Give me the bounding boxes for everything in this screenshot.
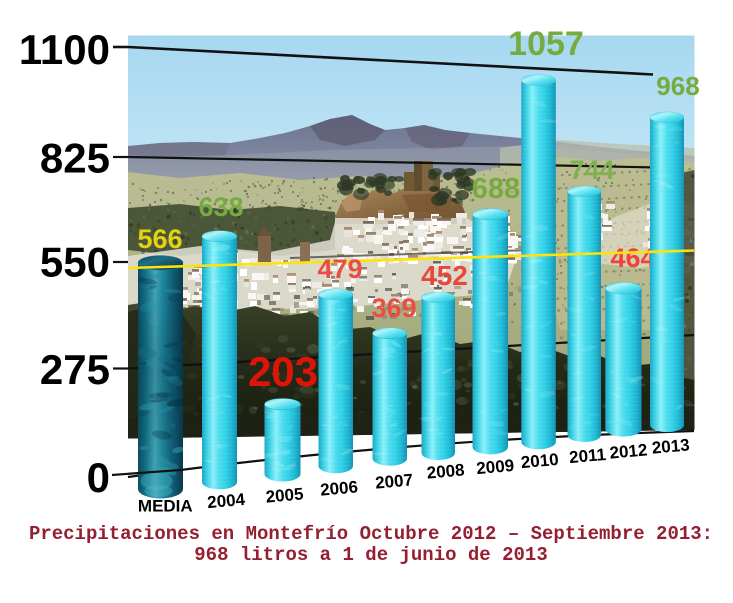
svg-text:744: 744 bbox=[569, 155, 614, 185]
svg-text:550: 550 bbox=[40, 239, 110, 286]
svg-text:2009: 2009 bbox=[476, 456, 515, 478]
svg-text:968: 968 bbox=[656, 71, 699, 101]
svg-text:2004: 2004 bbox=[206, 490, 246, 512]
svg-text:369: 369 bbox=[371, 293, 416, 323]
svg-text:452: 452 bbox=[421, 260, 468, 291]
svg-text:968 litros a 1 de junio de 201: 968 litros a 1 de junio de 2013 bbox=[194, 544, 547, 566]
svg-text:479: 479 bbox=[317, 254, 362, 284]
svg-text:1100: 1100 bbox=[19, 26, 110, 73]
svg-text:275: 275 bbox=[40, 346, 110, 393]
svg-text:2007: 2007 bbox=[374, 470, 413, 492]
svg-text:MEDIA: MEDIA bbox=[138, 497, 193, 516]
svg-text:2010: 2010 bbox=[520, 450, 559, 472]
svg-text:2005: 2005 bbox=[265, 484, 304, 506]
svg-text:638: 638 bbox=[198, 192, 243, 222]
svg-text:566: 566 bbox=[137, 224, 182, 254]
svg-text:2006: 2006 bbox=[319, 477, 358, 499]
svg-text:1057: 1057 bbox=[508, 25, 584, 63]
svg-text:0: 0 bbox=[87, 454, 110, 501]
svg-text:688: 688 bbox=[472, 173, 520, 205]
svg-text:2011: 2011 bbox=[568, 445, 606, 467]
svg-text:2013: 2013 bbox=[651, 435, 690, 457]
svg-text:825: 825 bbox=[40, 135, 110, 182]
svg-text:Precipitaciones en Montefrío O: Precipitaciones en Montefrío Octubre 201… bbox=[29, 523, 713, 545]
svg-text:2012: 2012 bbox=[609, 440, 648, 462]
svg-text:203: 203 bbox=[248, 348, 318, 395]
svg-text:464: 464 bbox=[610, 243, 655, 273]
svg-text:2008: 2008 bbox=[426, 460, 465, 482]
